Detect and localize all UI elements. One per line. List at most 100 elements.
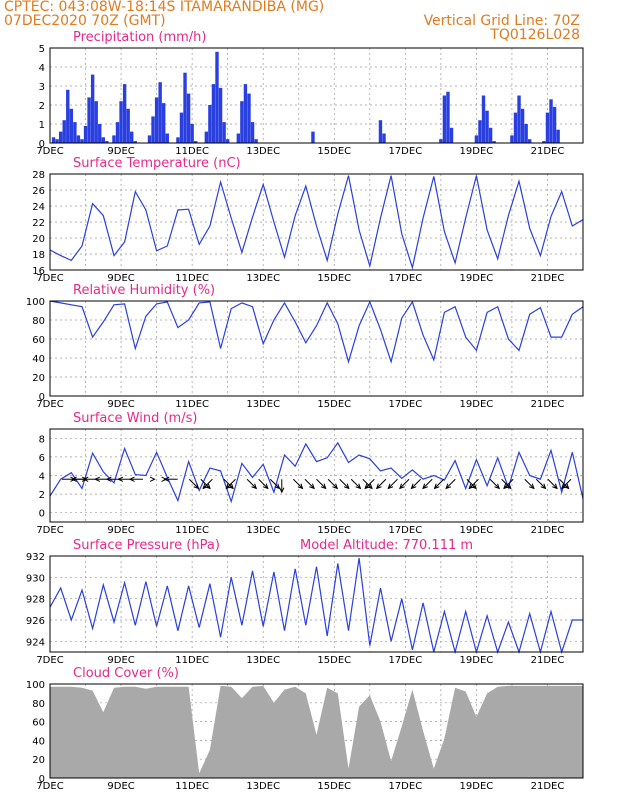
- cloud-cover-area: [50, 685, 583, 778]
- precipitation-ytick-label: 4: [39, 63, 45, 74]
- precipitation-ytick-label: 5: [39, 44, 45, 55]
- precipitation-xtick-label: 17DEC: [388, 146, 422, 157]
- wind-arrow: [468, 478, 479, 489]
- precipitation-bar: [66, 89, 70, 143]
- wind-panel: 0 2 4 6 8 7DEC 9DEC 11DEC 13DEC 15DEC 17DEC 19DEC 21…: [36, 411, 584, 536]
- precipitation-bar: [243, 84, 248, 143]
- pressure-xtick-label: 21DEC: [531, 655, 565, 666]
- wind-arrow-head: [309, 483, 315, 490]
- wind-arrow: [246, 478, 257, 489]
- cloud-cover-xtick-label: 19DEC: [460, 781, 494, 792]
- cloud-cover-ytick-label: 20: [32, 755, 45, 766]
- cloud-cover-ytick-label: 60: [32, 718, 45, 729]
- precipitation-bar: [240, 101, 244, 143]
- wind-arrow-head: [163, 476, 170, 482]
- precipitation-bar: [162, 103, 166, 143]
- temperature-xtick-label: 15DEC: [317, 273, 351, 284]
- precipitation-bar: [83, 125, 88, 143]
- precipitation-ytick-label: 3: [39, 82, 45, 93]
- precipitation-bar: [101, 137, 105, 143]
- precipitation-bar: [378, 120, 383, 143]
- precipitation-bar: [478, 120, 482, 143]
- wind-arrow: [316, 478, 327, 489]
- precipitation-bar: [112, 135, 116, 143]
- wind-xtick-label: 9DEC: [107, 525, 134, 536]
- precipitation-bar: [55, 139, 59, 143]
- precipitation-bar: [439, 139, 443, 143]
- precipitation-xtick-label: 11DEC: [175, 146, 209, 157]
- wind-arrow-head: [343, 483, 350, 490]
- pressure-xtick-label: 13DEC: [246, 655, 280, 666]
- precipitation-bar: [222, 122, 226, 143]
- precipitation-bar: [80, 139, 84, 143]
- precipitation-bar: [247, 93, 251, 143]
- pressure-xtick-label: 11DEC: [175, 655, 209, 666]
- pressure-annotation: Model Altitude: 770.111 m: [300, 538, 473, 553]
- precipitation-bar: [513, 112, 518, 143]
- temperature-series-line: [49, 175, 584, 270]
- humidity-xtick-label: 13DEC: [246, 399, 280, 410]
- wind-xtick-label: 15DEC: [317, 525, 351, 536]
- wind-xtick-label: 17DEC: [388, 525, 422, 536]
- humidity-xtick-label: 19DEC: [460, 399, 494, 410]
- wind-arrow: [489, 478, 500, 489]
- wind-arrow-head: [262, 483, 269, 490]
- humidity-ytick-label: 0: [39, 392, 45, 403]
- pressure-panel: 924 926 928 930 932 7DEC 9DEC 11DEC 13DEC 15DEC 17…: [26, 538, 584, 666]
- wind-arrow-head: [332, 483, 339, 490]
- precipitation-bar: [165, 133, 169, 143]
- cloud-cover-xtick-label: 17DEC: [388, 781, 422, 792]
- cloud-cover-ytick-label: 0: [39, 774, 45, 785]
- wind-arrow: [434, 478, 445, 489]
- precipitation-frame: [49, 47, 584, 144]
- precipitation-bar: [193, 141, 198, 143]
- header-grid-line: Vertical Grid Line: 70Z: [424, 13, 580, 29]
- wind-arrow-head: [70, 476, 77, 482]
- cloud-cover-xtick-label: 9DEC: [107, 781, 134, 792]
- cloud-cover-xtick-label: 11DEC: [175, 781, 209, 792]
- precipitation-bar: [58, 131, 63, 143]
- wind-arrow: [202, 478, 213, 489]
- humidity-ytick-label: 40: [32, 354, 45, 365]
- precipitation-bar: [254, 139, 258, 143]
- wind-arrow-head: [105, 476, 112, 482]
- wind-arrow: [503, 478, 514, 489]
- wind-arrow-head: [433, 483, 440, 490]
- wind-arrow: [524, 478, 535, 489]
- precipitation-bar: [98, 124, 102, 143]
- wind-arrow-head: [193, 483, 200, 490]
- temperature-xtick-label: 7DEC: [36, 273, 63, 284]
- wind-arrow-head: [297, 483, 304, 490]
- precipitation-bar: [208, 105, 212, 143]
- wind-frame: [49, 428, 584, 523]
- precipitation-bar: [179, 112, 184, 143]
- wind-arrow-head: [251, 483, 258, 490]
- pressure-xtick-label: 9DEC: [107, 655, 134, 666]
- cloud-cover-ytick-label: 40: [32, 736, 45, 747]
- temperature-ytick-label: 28: [32, 170, 45, 181]
- chart-panels: 0 1 2 3 4 5 7DEC 9DEC 11DEC 13DEC 15DEC 17DEC 19DEC 2…: [26, 30, 584, 792]
- wind-arrow: [258, 478, 269, 489]
- precipitation-bar: [204, 131, 209, 143]
- precipitation-ytick-label: 0: [39, 139, 45, 150]
- wind-ytick-label: 6: [39, 453, 45, 464]
- cloud-cover-panel: 0 20 40 60 80 100 7DEC 9DEC 11DEC 13DEC 15DEC 17DEC…: [26, 666, 584, 792]
- precipitation-xtick-label: 13DEC: [246, 146, 280, 157]
- temperature-ytick-label: 26: [32, 186, 45, 197]
- humidity-title: Relative Humidity (%): [73, 283, 215, 298]
- wind-arrow: [364, 478, 375, 489]
- precipitation-bar: [528, 139, 532, 143]
- precipitation-bar: [211, 84, 216, 143]
- precipitation-bar: [492, 141, 496, 143]
- wind-arrow-head: [445, 483, 452, 490]
- cloud-cover-ytick-label: 80: [32, 699, 45, 710]
- precipitation-bar: [488, 127, 493, 143]
- precipitation-xtick-label: 7DEC: [36, 146, 63, 157]
- humidity-xtick-label: 15DEC: [317, 399, 351, 410]
- wind-arrow: [188, 478, 199, 489]
- humidity-ytick-label: 20: [32, 373, 45, 384]
- pressure-ytick-label: 930: [26, 573, 45, 584]
- temperature-title: Surface Temperature (nC): [73, 156, 241, 171]
- precipitation-bar: [133, 141, 137, 143]
- wind-arrow-head: [375, 483, 382, 490]
